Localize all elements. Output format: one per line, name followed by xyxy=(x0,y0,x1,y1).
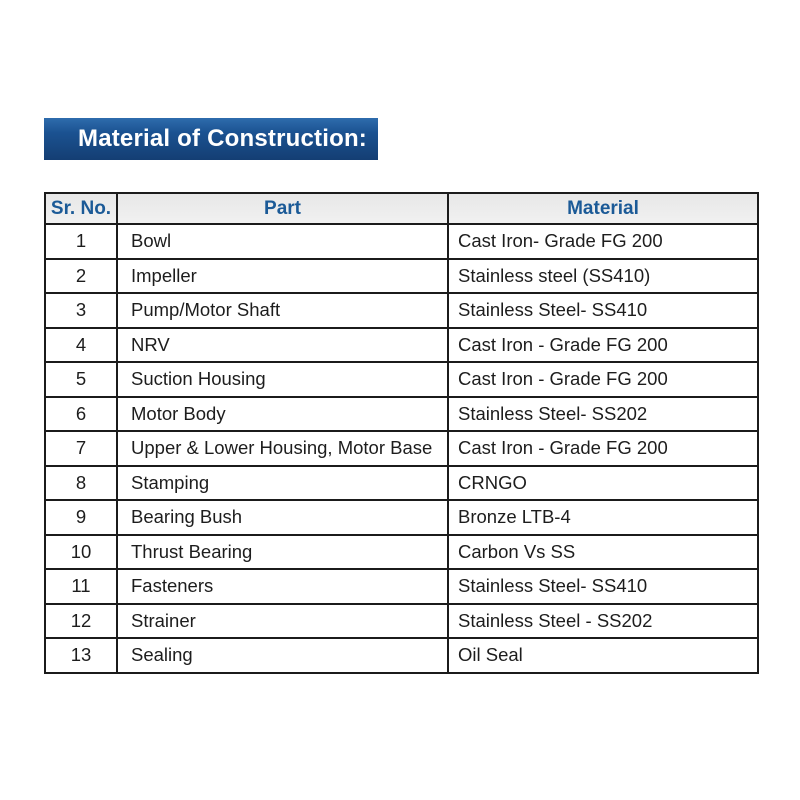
cell-part: Fasteners xyxy=(116,568,449,605)
cell-part: Impeller xyxy=(116,257,449,294)
table-row: 1 Bowl Cast Iron- Grade FG 200 xyxy=(44,223,759,260)
cell-sr-no: 7 xyxy=(44,430,118,467)
table-row: 11 Fasteners Stainless Steel- SS410 xyxy=(44,568,759,605)
cell-sr-no: 13 xyxy=(44,637,118,674)
cell-sr-no: 2 xyxy=(44,257,118,294)
cell-sr-no: 4 xyxy=(44,326,118,363)
material-of-construction-table: Sr. No. Part Material 1 Bowl Cast Iron- Gr… xyxy=(44,192,759,674)
cell-part: Thrust Bearing xyxy=(116,533,449,570)
cell-part: Motor Body xyxy=(116,395,449,432)
table-row: 10 Thrust Bearing Carbon Vs SS xyxy=(44,533,759,570)
cell-material: Stainless Steel- SS202 xyxy=(447,395,759,432)
cell-part: Bearing Bush xyxy=(116,499,449,536)
cell-sr-no: 3 xyxy=(44,292,118,329)
cell-material: Stainless Steel- SS410 xyxy=(447,292,759,329)
cell-part: Pump/Motor Shaft xyxy=(116,292,449,329)
table-row: 4 NRV Cast Iron - Grade FG 200 xyxy=(44,326,759,363)
cell-material: Cast Iron - Grade FG 200 xyxy=(447,430,759,467)
cell-sr-no: 12 xyxy=(44,602,118,639)
table-body: 1 Bowl Cast Iron- Grade FG 200 2 Impeller Sta… xyxy=(44,223,759,674)
cell-material: Cast Iron- Grade FG 200 xyxy=(447,223,759,260)
table-row: 2 Impeller Stainless steel (SS410) xyxy=(44,257,759,294)
cell-material: Carbon Vs SS xyxy=(447,533,759,570)
column-header-part: Part xyxy=(116,192,449,225)
cell-material: Stainless Steel - SS202 xyxy=(447,602,759,639)
cell-part: Upper & Lower Housing, Motor Base xyxy=(116,430,449,467)
section-title: Material of Construction: xyxy=(78,125,368,152)
cell-part: Stamping xyxy=(116,464,449,501)
table-row: 3 Pump/Motor Shaft Stainless Steel- SS410 xyxy=(44,292,759,329)
cell-material: Stainless steel (SS410) xyxy=(447,257,759,294)
table-row: 6 Motor Body Stainless Steel- SS202 xyxy=(44,395,759,432)
cell-sr-no: 9 xyxy=(44,499,118,536)
table-row: 8 Stamping CRNGO xyxy=(44,464,759,501)
table-row: 5 Suction Housing Cast Iron - Grade FG 200 xyxy=(44,361,759,398)
cell-sr-no: 8 xyxy=(44,464,118,501)
table-row: 13 Sealing Oil Seal xyxy=(44,637,759,674)
cell-material: Cast Iron - Grade FG 200 xyxy=(447,326,759,363)
table-row: 12 Strainer Stainless Steel - SS202 xyxy=(44,602,759,639)
cell-part: Sealing xyxy=(116,637,449,674)
table-row: 7 Upper & Lower Housing, Motor Base Cast I… xyxy=(44,430,759,467)
cell-material: Bronze LTB-4 xyxy=(447,499,759,536)
cell-sr-no: 1 xyxy=(44,223,118,260)
cell-part: Suction Housing xyxy=(116,361,449,398)
cell-material: Oil Seal xyxy=(447,637,759,674)
cell-material: Stainless Steel- SS410 xyxy=(447,568,759,605)
cell-sr-no: 6 xyxy=(44,395,118,432)
section-title-banner: Material of Construction: xyxy=(44,118,378,160)
cell-material: Cast Iron - Grade FG 200 xyxy=(447,361,759,398)
table-row: 9 Bearing Bush Bronze LTB-4 xyxy=(44,499,759,536)
cell-material: CRNGO xyxy=(447,464,759,501)
cell-part: Bowl xyxy=(116,223,449,260)
column-header-sr-no: Sr. No. xyxy=(44,192,118,225)
cell-part: Strainer xyxy=(116,602,449,639)
cell-sr-no: 5 xyxy=(44,361,118,398)
cell-sr-no: 11 xyxy=(44,568,118,605)
cell-sr-no: 10 xyxy=(44,533,118,570)
table-header-row: Sr. No. Part Material xyxy=(44,192,759,225)
column-header-material: Material xyxy=(447,192,759,225)
cell-part: NRV xyxy=(116,326,449,363)
